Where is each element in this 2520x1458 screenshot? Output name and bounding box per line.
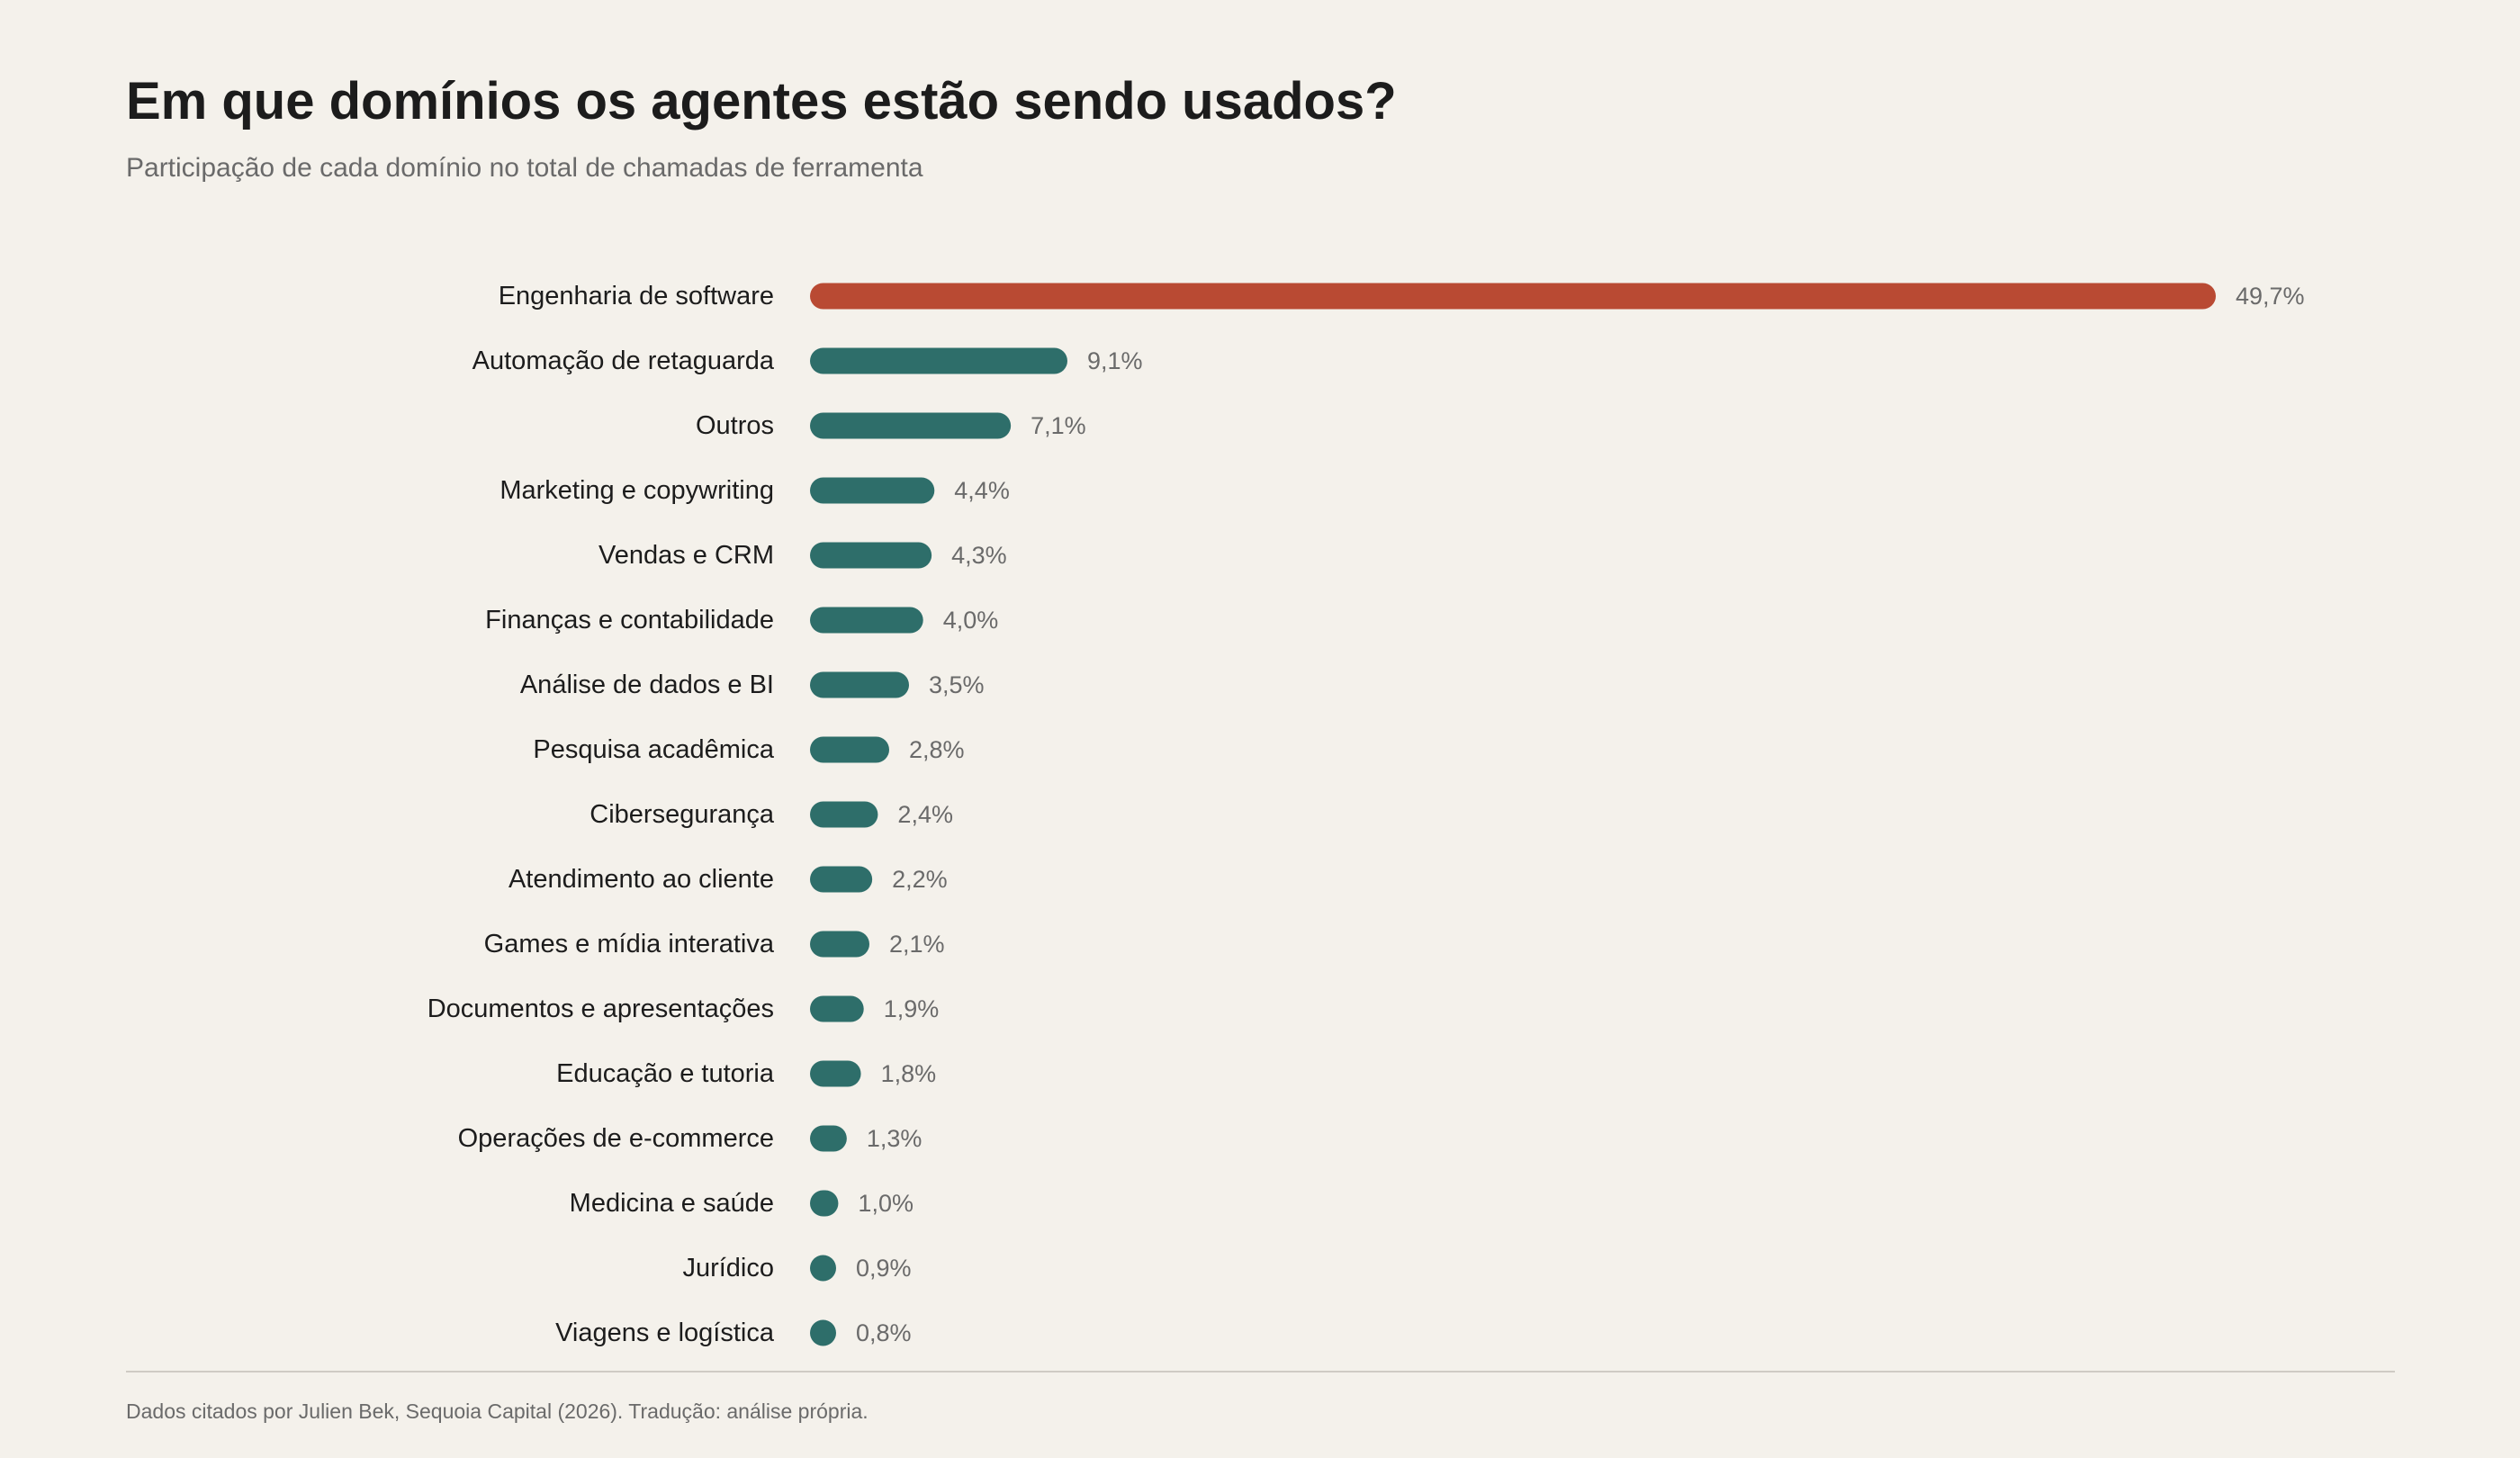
value-label-operacoes-de-e-commerce: 1,3% xyxy=(867,1125,922,1152)
value-label-viagens-e-logistica: 0,8% xyxy=(856,1319,912,1346)
category-label-engenharia-de-software: Engenharia de software xyxy=(499,282,774,310)
value-label-pesquisa-academica: 2,8% xyxy=(909,736,965,763)
value-label-ciberseguranca: 2,4% xyxy=(897,801,953,828)
bar-marketing-e-copywriting xyxy=(810,477,935,504)
bar-atendimento-ao-cliente xyxy=(810,866,873,893)
category-label-vendas-e-crm: Vendas e CRM xyxy=(598,541,774,570)
value-label-outros: 7,1% xyxy=(1030,412,1086,439)
bar-pesquisa-academica xyxy=(810,736,889,763)
bar-outros xyxy=(810,412,1012,439)
category-label-pesquisa-academica: Pesquisa acadêmica xyxy=(533,735,774,764)
bar-juridico xyxy=(810,1255,836,1282)
value-label-medicina-e-saude: 1,0% xyxy=(858,1190,914,1217)
category-label-educacao-e-tutoria: Educação e tutoria xyxy=(556,1059,775,1088)
bar-automacao-de-retaguarda xyxy=(810,347,1067,374)
category-label-operacoes-de-e-commerce: Operações de e-commerce xyxy=(458,1124,774,1153)
value-label-documentos-e-apresentacoes: 1,9% xyxy=(884,995,940,1022)
bar-engenharia-de-software xyxy=(810,283,2216,310)
category-label-juridico: Jurídico xyxy=(682,1254,774,1282)
category-label-marketing-e-copywriting: Marketing e copywriting xyxy=(500,476,774,505)
bar-documentos-e-apresentacoes xyxy=(810,995,864,1022)
category-label-analise-de-dados-e-bi: Análise de dados e BI xyxy=(520,670,774,699)
bar-educacao-e-tutoria xyxy=(810,1060,861,1087)
value-label-marketing-e-copywriting: 4,4% xyxy=(954,477,1010,504)
value-label-atendimento-ao-cliente: 2,2% xyxy=(892,866,948,893)
bar-ciberseguranca xyxy=(810,801,878,828)
value-label-engenharia-de-software: 49,7% xyxy=(2236,283,2305,310)
category-label-outros: Outros xyxy=(696,411,774,440)
category-label-documentos-e-apresentacoes: Documentos e apresentações xyxy=(428,994,774,1023)
footer-divider xyxy=(126,1371,2395,1372)
value-label-vendas-e-crm: 4,3% xyxy=(951,542,1007,569)
bar-operacoes-de-e-commerce xyxy=(810,1125,847,1152)
chart-subtitle: Participação de cada domínio no total de… xyxy=(126,153,923,183)
category-label-games-e-midia-interativa: Games e mídia interativa xyxy=(484,930,775,958)
category-label-financas-e-contabilidade: Finanças e contabilidade xyxy=(485,606,774,634)
bar-financas-e-contabilidade xyxy=(810,607,923,634)
chart-title: Em que domínios os agentes estão sendo u… xyxy=(126,72,1397,130)
category-label-medicina-e-saude: Medicina e saúde xyxy=(570,1189,774,1218)
bar-medicina-e-saude xyxy=(810,1190,839,1217)
value-label-juridico: 0,9% xyxy=(856,1255,912,1282)
bar-games-e-midia-interativa xyxy=(810,931,869,958)
bar-vendas-e-crm xyxy=(810,542,932,569)
category-label-automacao-de-retaguarda: Automação de retaguarda xyxy=(472,346,775,375)
value-label-financas-e-contabilidade: 4,0% xyxy=(943,607,999,634)
value-label-automacao-de-retaguarda: 9,1% xyxy=(1087,347,1143,374)
bar-analise-de-dados-e-bi xyxy=(810,671,909,698)
value-label-analise-de-dados-e-bi: 3,5% xyxy=(929,671,985,698)
value-label-educacao-e-tutoria: 1,8% xyxy=(881,1060,937,1087)
source-note: Dados citados por Julien Bek, Sequoia Ca… xyxy=(126,1400,868,1423)
category-label-viagens-e-logistica: Viagens e logística xyxy=(555,1318,775,1347)
bar-viagens-e-logistica xyxy=(810,1319,836,1346)
value-label-games-e-midia-interativa: 2,1% xyxy=(889,931,945,958)
category-label-ciberseguranca: Cibersegurança xyxy=(590,800,775,829)
category-label-atendimento-ao-cliente: Atendimento ao cliente xyxy=(508,865,774,894)
